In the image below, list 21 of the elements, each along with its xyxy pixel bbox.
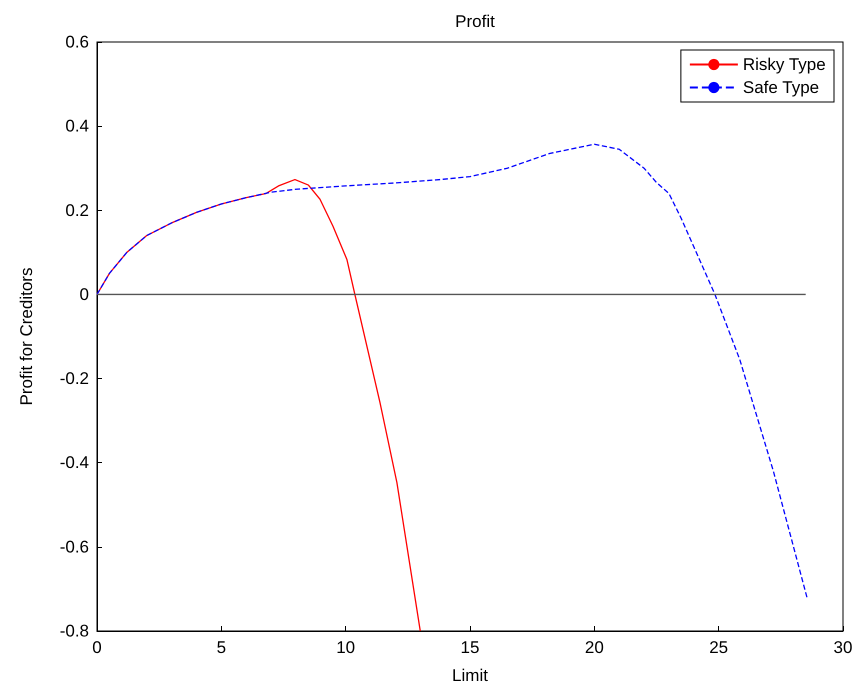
x-tick-label: 20	[584, 638, 604, 657]
y-tick-label: -0.6	[60, 537, 89, 556]
legend-label: Safe Type	[742, 78, 820, 97]
x-tick-label: 25	[709, 638, 728, 657]
x-tick-label: 10	[336, 638, 356, 657]
x-tick-label: 5	[216, 638, 226, 657]
y-tick-label: -0.2	[60, 369, 89, 388]
y-tick-label: 0.4	[65, 116, 89, 136]
x-tick-label: 30	[834, 638, 852, 657]
legend-label: Risky Type	[742, 55, 826, 74]
chart-title: Profit	[455, 12, 496, 31]
y-tick-label: 0.2	[65, 200, 89, 220]
y-tick-label: -0.8	[60, 622, 89, 640]
y-tick-label: 0	[80, 284, 89, 304]
line-series	[96, 144, 808, 598]
x-tick-label: 0	[92, 638, 102, 657]
y-tick-label: 0.6	[65, 32, 89, 52]
y-axis-title: Profit for Creditors	[17, 268, 36, 406]
x-axis-title: Limit	[452, 666, 488, 685]
x-tick-label: 15	[460, 638, 480, 657]
y-tick-label: -0.4	[60, 453, 89, 472]
